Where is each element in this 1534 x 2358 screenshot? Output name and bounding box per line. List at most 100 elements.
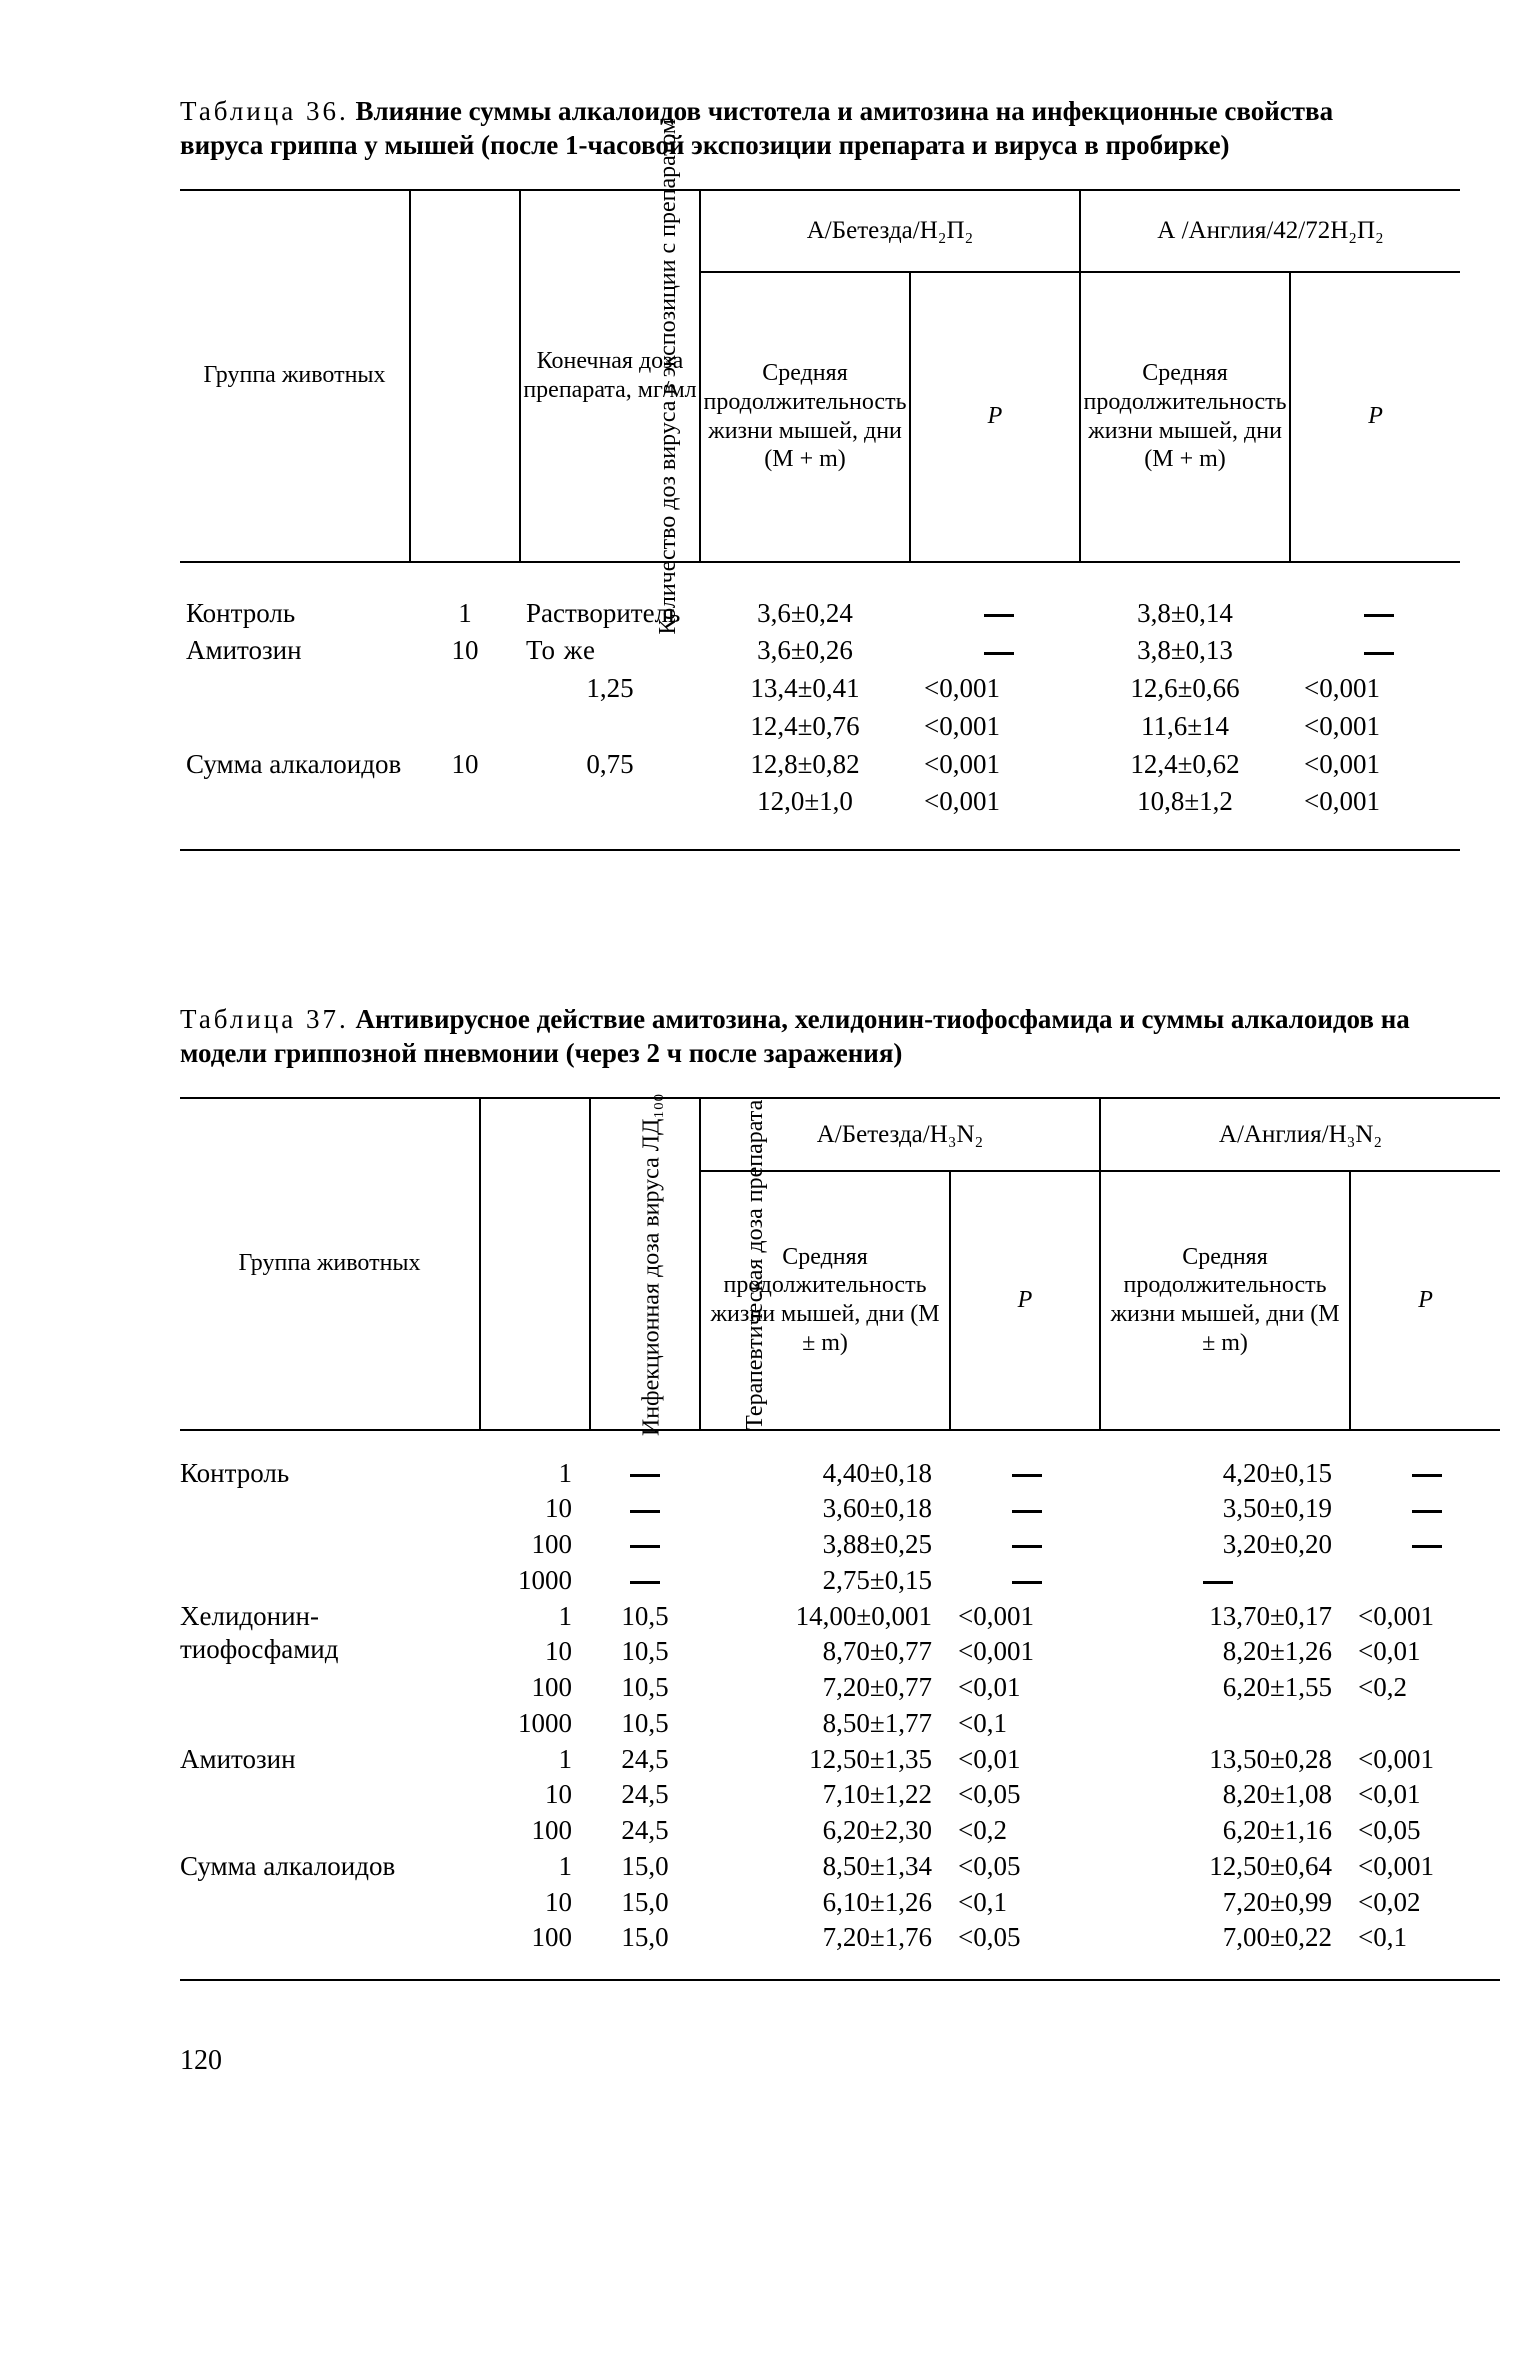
t37-b-mean bbox=[1100, 1562, 1350, 1598]
t36-b-mean: 10,8±1,2 bbox=[1080, 781, 1290, 819]
t36-a-p: <0,001 bbox=[910, 668, 1080, 706]
t37-inf-dose: 1 bbox=[480, 1598, 590, 1634]
t36-a-p: <0,001 bbox=[910, 744, 1080, 782]
t37-a-mean: 7,20±0,77 bbox=[700, 1669, 950, 1705]
t37-a-mean: 6,20±2,30 bbox=[700, 1812, 950, 1848]
t37-b-p bbox=[1350, 1490, 1500, 1526]
t37-a-p: <0,2 bbox=[950, 1812, 1100, 1848]
t37-inf-dose: 100 bbox=[480, 1812, 590, 1848]
t37-a-mean: 6,10±1,26 bbox=[700, 1884, 950, 1920]
t37-ther-dose: 10,5 bbox=[590, 1705, 700, 1741]
t37-b-p: <0,001 bbox=[1350, 1848, 1500, 1884]
t36-hdr-virus-dose-text: Количество доз вируса в экспозиции с пре… bbox=[655, 119, 683, 635]
t37-b-mean: 4,20±0,15 bbox=[1100, 1455, 1350, 1491]
t37-b-mean: 13,70±0,17 bbox=[1100, 1598, 1350, 1634]
t36-hdr-mean-a: Средняя продолжительность жизни мышей, д… bbox=[700, 272, 910, 562]
t37-b-mean: 3,50±0,19 bbox=[1100, 1490, 1350, 1526]
t37-a-mean: 7,20±1,76 bbox=[700, 1919, 950, 1955]
t37-inf-dose: 100 bbox=[480, 1669, 590, 1705]
t37-body: Контроль14,40±0,184,20±0,15103,60±0,183,… bbox=[180, 1455, 1500, 1956]
t37-b-mean: 6,20±1,55 bbox=[1100, 1669, 1350, 1705]
t37-b-mean: 8,20±1,26 bbox=[1100, 1633, 1350, 1669]
table37-caption-prefix: Таблица 37. bbox=[180, 1004, 349, 1034]
t37-b-mean bbox=[1100, 1705, 1350, 1741]
t36-hdr-virus-dose: Количество доз вируса в экспозиции с пре… bbox=[410, 190, 520, 562]
t36-a-p bbox=[910, 593, 1080, 631]
t37-b-p bbox=[1350, 1455, 1500, 1491]
t37-b-mean: 12,50±0,64 bbox=[1100, 1848, 1350, 1884]
t36-a-p bbox=[910, 630, 1080, 668]
table36-caption-title: Влияние суммы алкалоидов чистотела и ами… bbox=[180, 96, 1333, 160]
t37-b-p: <0,1 bbox=[1350, 1919, 1500, 1955]
t36-a-mean: 12,4±0,76 bbox=[700, 706, 910, 744]
t36-b-p bbox=[1290, 630, 1460, 668]
t37-hdr-ther-dose-text: Терапевтическая доза препарата bbox=[742, 1100, 770, 1430]
t36-hdr-strain-a: А/Бетезда/Н₂П₂ bbox=[700, 190, 1080, 272]
t37-inf-dose: 10 bbox=[480, 1884, 590, 1920]
t37-inf-dose: 1000 bbox=[480, 1705, 590, 1741]
t37-b-p: <0,01 bbox=[1350, 1633, 1500, 1669]
table36-caption-prefix: Таблица 36. bbox=[180, 96, 349, 126]
t36-b-mean: 3,8±0,13 bbox=[1080, 630, 1290, 668]
t36-a-mean: 13,4±0,41 bbox=[700, 668, 910, 706]
t37-a-p: <0,1 bbox=[950, 1884, 1100, 1920]
t36-final-dose: То же bbox=[520, 630, 700, 668]
t37-ther-dose: 15,0 bbox=[590, 1848, 700, 1884]
t36-final-dose: 1,25 bbox=[520, 668, 700, 706]
t37-b-p: <0,001 bbox=[1350, 1741, 1500, 1777]
t37-b-p: <0,01 bbox=[1350, 1776, 1500, 1812]
t37-b-mean: 8,20±1,08 bbox=[1100, 1776, 1350, 1812]
t37-a-mean: 2,75±0,15 bbox=[700, 1562, 950, 1598]
t37-a-mean: 4,40±0,18 bbox=[700, 1455, 950, 1491]
page: Таблица 36. Влияние суммы алкалоидов чис… bbox=[0, 0, 1534, 2138]
t37-b-p: <0,2 bbox=[1350, 1669, 1500, 1705]
t37-b-mean: 6,20±1,16 bbox=[1100, 1812, 1350, 1848]
t36-b-mean: 12,4±0,62 bbox=[1080, 744, 1290, 782]
t37-ther-dose: 10,5 bbox=[590, 1598, 700, 1634]
t37-b-p: <0,05 bbox=[1350, 1812, 1500, 1848]
t37-ther-dose: 15,0 bbox=[590, 1884, 700, 1920]
t37-row-group: Амитозин bbox=[180, 1741, 480, 1848]
t36-hdr-group: Группа животных bbox=[180, 190, 410, 562]
t36-a-mean: 3,6±0,24 bbox=[700, 593, 910, 631]
t37-inf-dose: 100 bbox=[480, 1919, 590, 1955]
t37-hdr-strain-b: А/Англия/Н₃N₂ bbox=[1100, 1098, 1500, 1171]
t36-row-virusdose: 10 bbox=[410, 630, 520, 743]
t36-final-dose bbox=[520, 706, 700, 744]
t37-a-p: <0,01 bbox=[950, 1741, 1100, 1777]
t37-inf-dose: 10 bbox=[480, 1633, 590, 1669]
t37-a-p bbox=[950, 1455, 1100, 1491]
t36-b-p: <0,001 bbox=[1290, 781, 1460, 819]
t36-final-dose bbox=[520, 781, 700, 819]
t37-row-group: Контроль bbox=[180, 1455, 480, 1598]
t37-a-mean: 3,88±0,25 bbox=[700, 1526, 950, 1562]
t37-a-p bbox=[950, 1562, 1100, 1598]
t36-b-p: <0,001 bbox=[1290, 744, 1460, 782]
t36-row-group: Контроль bbox=[180, 593, 410, 631]
t36-final-dose: 0,75 bbox=[520, 744, 700, 782]
t36-b-p bbox=[1290, 593, 1460, 631]
t36-row-group: Амитозин bbox=[180, 630, 410, 743]
table36-caption: Таблица 36. Влияние суммы алкалоидов чис… bbox=[180, 95, 1414, 163]
t37-a-mean: 7,10±1,22 bbox=[700, 1776, 950, 1812]
t36-b-mean: 12,6±0,66 bbox=[1080, 668, 1290, 706]
t36-a-p: <0,001 bbox=[910, 781, 1080, 819]
table37-caption: Таблица 37. Антивирусное действие амитоз… bbox=[180, 1003, 1414, 1071]
t37-inf-dose: 1000 bbox=[480, 1562, 590, 1598]
t36-b-p: <0,001 bbox=[1290, 668, 1460, 706]
t37-b-p bbox=[1350, 1705, 1500, 1741]
t37-hdr-group: Группа животных bbox=[180, 1098, 480, 1430]
t37-hdr-p-b: P bbox=[1350, 1171, 1500, 1430]
t37-a-p: <0,001 bbox=[950, 1633, 1100, 1669]
t37-ther-dose: 24,5 bbox=[590, 1812, 700, 1848]
t36-hdr-mean-b: Средняя продолжительность жизни мышей, д… bbox=[1080, 272, 1290, 562]
t36-hdr-p-a: P bbox=[910, 272, 1080, 562]
t37-inf-dose: 1 bbox=[480, 1848, 590, 1884]
t37-inf-dose: 1 bbox=[480, 1741, 590, 1777]
table37-caption-title: Антивирусное действие амитозина, хелидон… bbox=[180, 1004, 1410, 1068]
t37-row-group: Сумма алкалоидов bbox=[180, 1848, 480, 1955]
t37-b-p: <0,001 bbox=[1350, 1598, 1500, 1634]
spacer-between-tables bbox=[180, 853, 1414, 1003]
t37-a-mean: 3,60±0,18 bbox=[700, 1490, 950, 1526]
t37-row-group: Хелидонин-тиофосфамид bbox=[180, 1598, 480, 1741]
